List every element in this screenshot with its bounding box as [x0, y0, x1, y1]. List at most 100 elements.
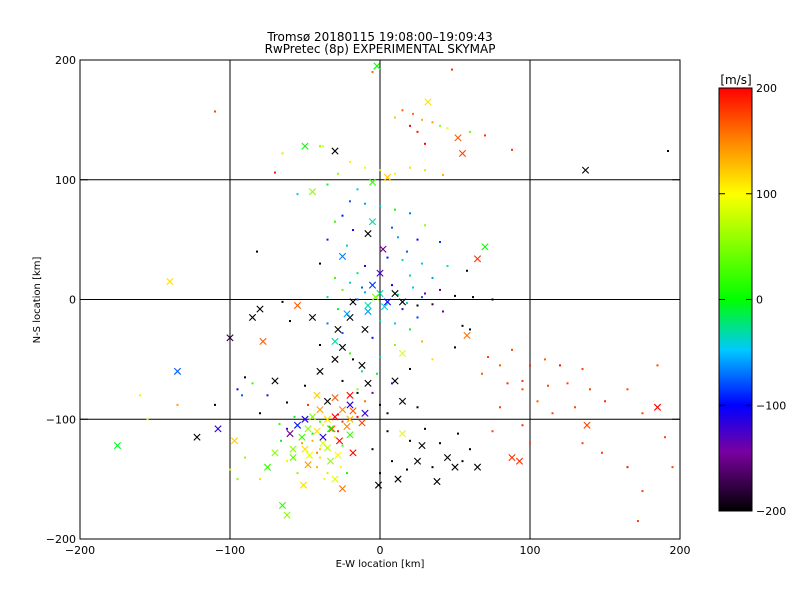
data-point-cross [364, 301, 372, 310]
data-point-dot [521, 388, 524, 391]
data-point-dot [236, 388, 239, 391]
x-axis-label: E-W location [km] [336, 559, 425, 570]
data-point-dot [581, 442, 584, 445]
data-point-dot [416, 406, 419, 409]
data-point-cross [451, 463, 459, 471]
data-point-dot [409, 166, 411, 169]
data-point-cross [313, 391, 321, 399]
data-point-dot [566, 382, 569, 385]
data-point-dot [409, 439, 411, 442]
data-point-dot [364, 291, 366, 294]
data-point-dot [334, 220, 336, 223]
data-point-cross [379, 245, 387, 253]
data-point-dot [278, 423, 281, 426]
data-point-cross [334, 451, 342, 459]
data-point-dot [319, 262, 321, 265]
x-tick-label: −100 [215, 544, 245, 557]
data-point-dot [379, 472, 381, 475]
data-point-dot [446, 264, 449, 267]
y-tick-label: −100 [46, 413, 76, 426]
data-point-dot [356, 388, 359, 391]
data-point-dot [409, 124, 411, 127]
data-point-dot [421, 118, 423, 121]
data-point-dot [256, 250, 258, 253]
data-point-dot [326, 296, 329, 299]
data-point-dot [319, 420, 321, 423]
data-point-dot [326, 183, 329, 186]
data-point-cross [346, 431, 354, 439]
data-point-dot [241, 394, 243, 397]
data-point-dot [401, 109, 404, 112]
data-point-dot [412, 112, 414, 115]
data-point-cross [361, 409, 369, 417]
data-point-dot [559, 364, 561, 367]
data-point-dot [529, 442, 531, 445]
data-point-dot [499, 406, 501, 409]
data-point-dot [506, 382, 509, 385]
data-point-dot [529, 364, 531, 367]
data-point-dot [341, 420, 344, 423]
colorbar-tick-label: 0 [756, 294, 763, 307]
data-point-dot [442, 173, 444, 176]
data-point-dot [371, 70, 374, 73]
data-point-dot [409, 367, 411, 370]
data-point-cross [398, 430, 407, 438]
data-point-dot [356, 298, 359, 301]
data-point-dot [364, 264, 366, 267]
colorbar-ticks: 200 100 0 −100 −200 [719, 82, 786, 518]
data-point-dot [457, 432, 459, 435]
data-point-dot [361, 286, 363, 289]
data-point-cross [394, 475, 402, 483]
data-point-dot [484, 134, 486, 137]
data-point-cross [368, 178, 377, 186]
data-point-dot [349, 200, 351, 203]
data-point-dot [424, 169, 426, 172]
data-point-cross [299, 481, 308, 489]
data-point-dot [259, 412, 261, 415]
data-point-cross [433, 477, 441, 486]
data-point-cross [364, 379, 372, 387]
data-point-dot [346, 244, 348, 247]
data-point-dot [401, 308, 404, 311]
data-point-dot [337, 308, 339, 311]
data-point-dot [214, 110, 216, 113]
data-point-dot [412, 286, 414, 289]
data-point-dot [337, 430, 339, 433]
data-point-cross [380, 303, 389, 311]
data-point-cross [338, 252, 347, 260]
data-point-cross [508, 453, 516, 462]
data-point-cross [271, 449, 279, 457]
colorbar-tick-label: −200 [756, 505, 786, 518]
x-tick-label: −200 [65, 544, 95, 557]
data-point-dot [322, 424, 324, 427]
data-point-dot [341, 214, 344, 217]
data-point-dot [376, 372, 378, 375]
data-point-dot [352, 229, 354, 232]
data-point-dot [361, 370, 363, 373]
data-point-cross [331, 475, 339, 483]
data-point-dot [371, 336, 374, 339]
data-point-dot [544, 358, 546, 361]
data-point-dot [431, 358, 434, 361]
data-point-dot [397, 236, 399, 239]
data-point-dot [394, 344, 396, 347]
data-point-dot [259, 478, 261, 481]
data-point-dot [286, 427, 288, 430]
data-point-dot [251, 382, 254, 385]
data-point-dot [469, 130, 471, 133]
data-point-dot [146, 418, 149, 421]
data-point-cross [463, 331, 471, 340]
data-point-dot [286, 460, 288, 463]
data-point-dot [326, 238, 329, 241]
data-point-cross [308, 188, 317, 196]
data-point-dot [334, 276, 336, 279]
data-point-dot [296, 193, 299, 196]
data-point-dot [280, 439, 282, 442]
data-point-cross [313, 427, 321, 435]
data-point-cross [293, 301, 302, 310]
data-point-dot [431, 303, 434, 306]
data-point-dot [421, 262, 423, 265]
y-tick-label: −200 [46, 533, 76, 546]
data-point-dot [391, 382, 393, 385]
data-point-dot [667, 150, 669, 153]
